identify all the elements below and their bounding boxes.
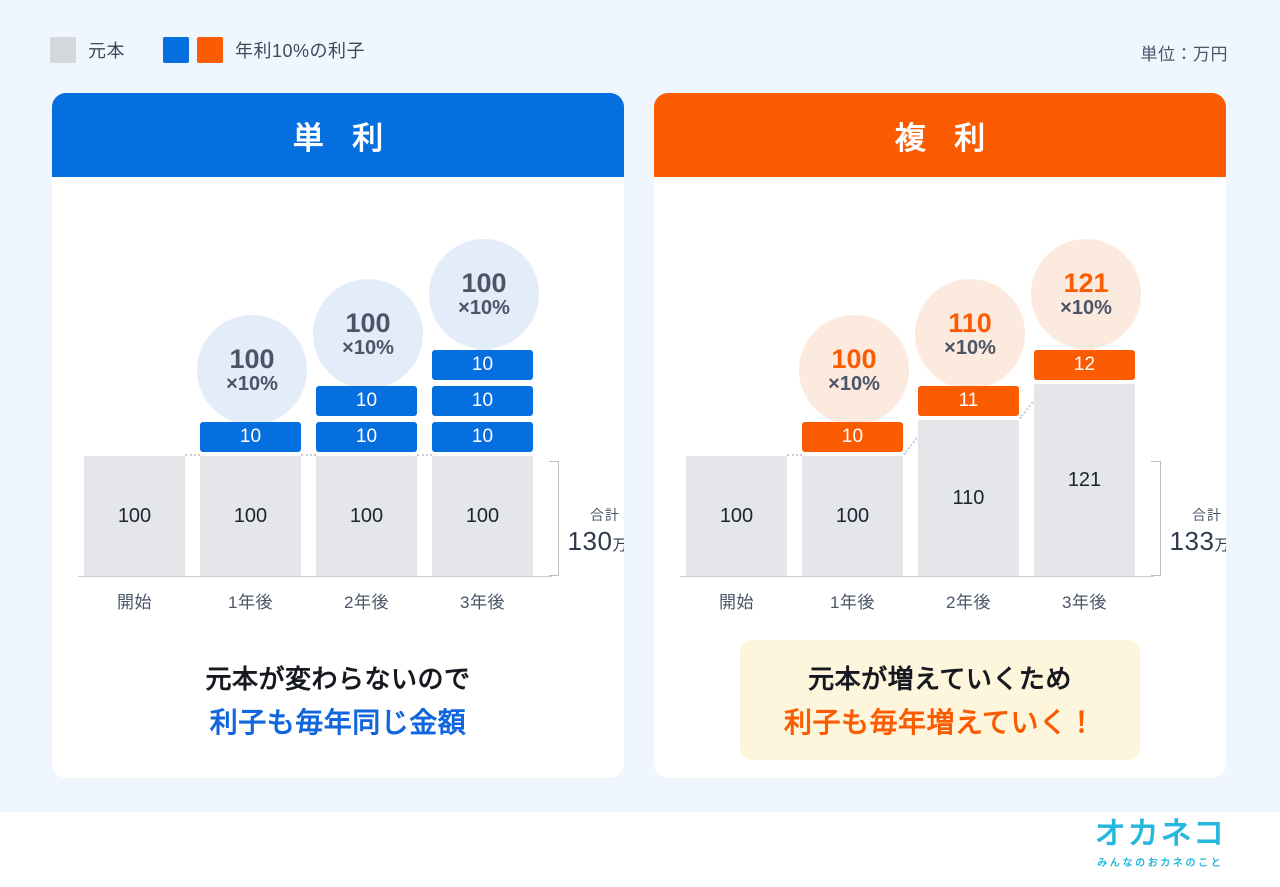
caption-compound: 元本が増えていくため 利子も毎年増えていく！ xyxy=(654,640,1226,760)
chart-baseline xyxy=(680,576,1154,577)
total-value: 133万円 xyxy=(1164,526,1226,557)
bar-segment-principal: 121 xyxy=(1034,384,1135,576)
total-bracket xyxy=(1151,461,1161,576)
bar-segment-interest: 10 xyxy=(432,422,533,452)
bar-segment-interest: 10 xyxy=(316,386,417,416)
caption-line1: 元本が変わらないので xyxy=(205,664,471,694)
bar-segment-interest: 11 xyxy=(918,386,1019,416)
chart-compound-interest: 100 ×10% 110 ×10% 121 ×10% 100 xyxy=(654,177,1226,697)
bubble-compound-year2: 110 ×10% xyxy=(915,279,1025,404)
axis-label-year2: 2年後 xyxy=(344,593,389,612)
bar-segment-principal: 100 xyxy=(686,456,787,576)
axis-label-year1: 1年後 xyxy=(830,593,875,612)
bar-segment-interest: 10 xyxy=(802,422,903,452)
total-value: 130万円 xyxy=(562,526,624,557)
bar-segment-principal: 100 xyxy=(432,456,533,576)
total-suffix: 万円 xyxy=(612,537,624,554)
card-compound-interest: 複 利 100 ×10% 110 ×10% 121 ×10% xyxy=(654,93,1226,778)
bubble-simple-year2: 100 ×10% xyxy=(313,279,423,404)
logo-name: オカネコ xyxy=(1094,816,1226,851)
total-caption: 合計 xyxy=(1192,507,1222,523)
logo-tagline: みんなのおカネのこと xyxy=(1097,858,1224,869)
unit-note: 単位：万円 xyxy=(1140,45,1228,64)
bubble-number: 100 xyxy=(345,307,391,338)
axis-label-start: 開始 xyxy=(719,593,754,612)
legend-swatch-interest-compound xyxy=(197,37,223,63)
legend-label-interest: 年利10%の利子 xyxy=(235,41,366,61)
bubble-compound-year1: 100 ×10% xyxy=(799,315,909,440)
bubble-number: 110 xyxy=(948,307,992,338)
caption-box: 元本が増えていくため 利子も毎年増えていく！ xyxy=(739,640,1141,760)
card-simple-interest: 単 利 100 ×10% 100 ×10% 100 ×10% xyxy=(52,93,624,778)
bar-segment-interest: 10 xyxy=(432,350,533,380)
axis-label-year1: 1年後 xyxy=(228,593,273,612)
bar-segment-interest: 10 xyxy=(432,386,533,416)
caption-box: 元本が変わらないので 利子も毎年同じ金額 xyxy=(161,640,514,760)
legend: 元本 年利10%の利子 xyxy=(50,37,365,63)
bar-connector xyxy=(301,454,316,456)
axis-label-start: 開始 xyxy=(117,593,152,612)
legend-swatch-interest-simple xyxy=(163,37,189,63)
bubble-number: 121 xyxy=(1063,267,1109,298)
bar-connector xyxy=(787,454,802,456)
caption-line2: 利子も毎年同じ金額 xyxy=(209,707,467,738)
brand-logo: オカネコ みんなのおカネのこと xyxy=(1095,818,1226,869)
bar-segment-interest: 12 xyxy=(1034,350,1135,380)
caption-line2: 利子も毎年増えていく！ xyxy=(783,707,1097,738)
legend-item-principal: 元本 xyxy=(50,37,125,63)
card-body-simple: 100 ×10% 100 ×10% 100 ×10% 100 xyxy=(52,177,624,778)
axis-label-year3: 3年後 xyxy=(460,593,505,612)
bubble-sub: ×10% xyxy=(342,336,394,359)
card-body-compound: 100 ×10% 110 ×10% 121 ×10% 100 xyxy=(654,177,1226,778)
caption-simple: 元本が変わらないので 利子も毎年同じ金額 xyxy=(52,640,624,760)
bubble-number: 100 xyxy=(831,343,877,374)
bar-connector xyxy=(417,454,432,456)
card-title-compound: 複 利 xyxy=(654,93,1226,177)
caption-line1: 元本が増えていくため xyxy=(808,664,1072,694)
total-number: 133 xyxy=(1169,526,1215,556)
bubble-compound-year3: 121 ×10% xyxy=(1031,239,1141,364)
bar-segment-interest: 10 xyxy=(200,422,301,452)
bar-segment-principal: 100 xyxy=(316,456,417,576)
bar-segment-principal: 100 xyxy=(200,456,301,576)
total-bracket xyxy=(549,461,559,576)
bubble-number: 100 xyxy=(461,267,507,298)
axis-label-year2: 2年後 xyxy=(946,593,991,612)
bubble-sub: ×10% xyxy=(458,296,510,319)
bar-connector xyxy=(185,454,200,456)
bar-segment-principal: 100 xyxy=(802,456,903,576)
axis-label-year3: 3年後 xyxy=(1062,593,1107,612)
bar-segment-principal: 100 xyxy=(84,456,185,576)
chart-baseline xyxy=(78,576,552,577)
bar-segment-interest: 10 xyxy=(316,422,417,452)
total-readout-simple: 合計 130万円 xyxy=(562,505,624,557)
bubble-sub: ×10% xyxy=(944,336,996,359)
legend-item-interest: 年利10%の利子 xyxy=(163,37,365,63)
bar-segment-principal: 110 xyxy=(918,420,1019,576)
bubble-sub: ×10% xyxy=(1060,296,1112,319)
card-title-simple: 単 利 xyxy=(52,93,624,177)
bubble-simple-year1: 100 ×10% xyxy=(197,315,307,440)
bubble-sub: ×10% xyxy=(828,372,880,395)
legend-swatch-principal xyxy=(50,37,76,63)
bubble-simple-year3: 100 ×10% xyxy=(429,239,539,364)
legend-label-principal: 元本 xyxy=(88,41,125,61)
total-readout-compound: 合計 133万円 xyxy=(1164,505,1226,557)
chart-simple-interest: 100 ×10% 100 ×10% 100 ×10% 100 xyxy=(52,177,624,697)
bubble-sub: ×10% xyxy=(226,372,278,395)
total-number: 130 xyxy=(567,526,613,556)
bubble-number: 100 xyxy=(229,343,275,374)
total-suffix: 万円 xyxy=(1214,537,1226,554)
total-caption: 合計 xyxy=(590,507,620,523)
